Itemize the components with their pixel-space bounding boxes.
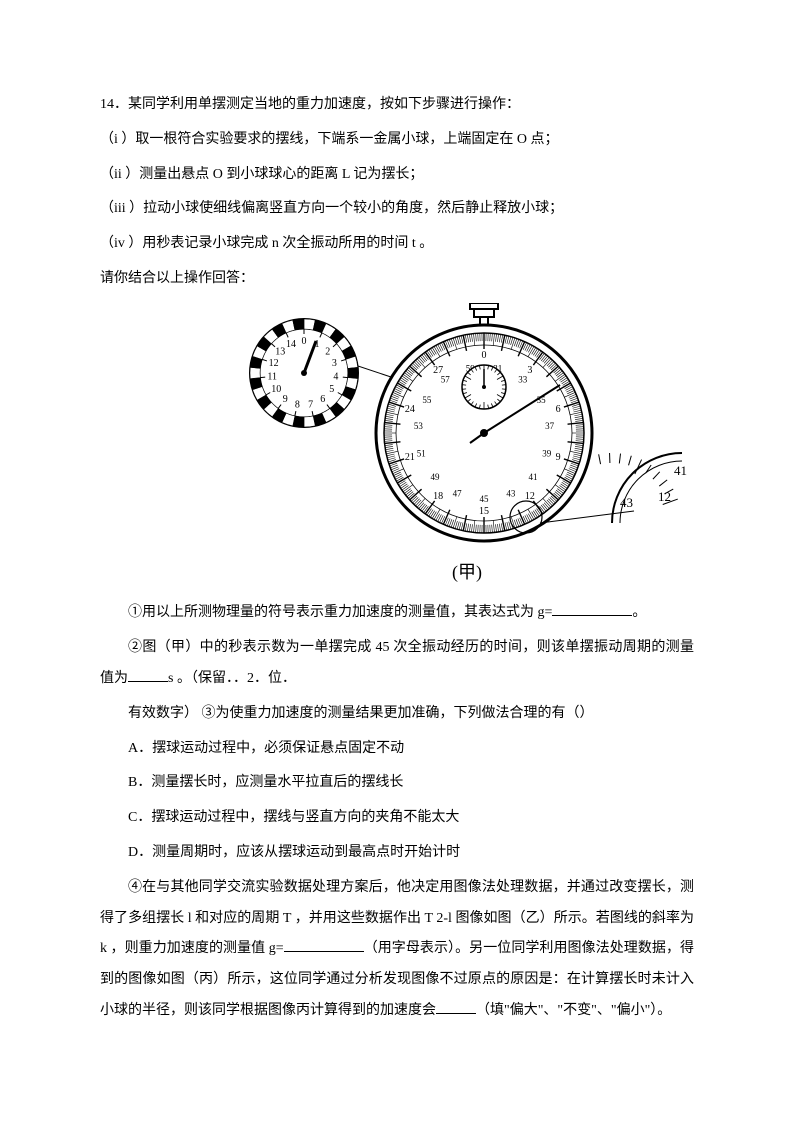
svg-text:8: 8 — [295, 399, 300, 410]
svg-text:7: 7 — [308, 399, 313, 410]
svg-text:47: 47 — [453, 488, 463, 498]
zoom-label-41: 41 — [674, 463, 687, 478]
blank-g-expression[interactable] — [552, 602, 632, 616]
svg-text:9: 9 — [283, 394, 288, 405]
question-number: 14． — [100, 97, 128, 112]
zoom-callout: 41 12 43 — [599, 453, 687, 523]
step-iii: （iii ）拉动小球使细线偏离竖直方向一个较小的角度，然后静止释放小球； — [100, 194, 694, 225]
svg-text:18: 18 — [433, 491, 443, 502]
blank-bias[interactable] — [436, 1000, 476, 1014]
svg-text:6: 6 — [556, 404, 561, 415]
zoom-label-12: 12 — [658, 489, 671, 504]
option-c: C．摆球运动过程中，摆线与竖直方向的夹角不能太大 — [100, 803, 694, 834]
sub-question-3: 有效数字） ③为使重力加速度的测量结果更加准确，下列做法合理的有（） — [100, 699, 694, 730]
step-ii: （ii ）测量出悬点 O 到小球球心的距离 L 记为摆长； — [100, 160, 694, 191]
svg-text:9: 9 — [556, 452, 561, 463]
step-i: （i ）取一根符合实验要求的摆线，下端系一金属小球，上端固定在 O 点； — [100, 125, 694, 156]
sub-question-2: ②图（甲）中的秒表示数为一单摆完成 45 次全振动经历的时间，则该单摆振动周期的… — [100, 633, 694, 695]
svg-text:45: 45 — [480, 494, 490, 504]
svg-text:6: 6 — [320, 394, 325, 405]
option-a: A．摆球运动过程中，必须保证悬点固定不动 — [100, 734, 694, 765]
svg-text:4: 4 — [333, 371, 338, 382]
svg-text:57: 57 — [441, 374, 451, 384]
question-title-text: 某同学利用单摆测定当地的重力加速度，按如下步骤进行操作： — [128, 97, 520, 112]
prompt-text: 请你结合以上操作回答： — [100, 264, 694, 295]
svg-text:39: 39 — [542, 448, 552, 458]
svg-text:3: 3 — [527, 365, 532, 376]
svg-text:0: 0 — [482, 350, 487, 361]
s1-text-a: ①用以上所测物理量的符号表示重力加速度的测量值，其表达式为 g= — [128, 605, 552, 620]
svg-text:43: 43 — [506, 488, 516, 498]
option-b: B．测量摆长时，应测量水平拉直后的摆线长 — [100, 768, 694, 799]
stopwatch-svg: 01234567891011121314 0313333563793941124… — [224, 303, 694, 553]
svg-text:41: 41 — [529, 472, 538, 482]
step-iv: （iv ）用秒表记录小球完成 n 次全振动所用的时间 t 。 — [100, 229, 694, 260]
svg-text:0: 0 — [302, 336, 307, 347]
svg-text:53: 53 — [414, 421, 424, 431]
small-dial: 01234567891011121314 — [250, 319, 358, 427]
svg-text:14: 14 — [286, 339, 296, 350]
svg-text:49: 49 — [430, 472, 440, 482]
svg-text:51: 51 — [417, 448, 426, 458]
question-title: 14．某同学利用单摆测定当地的重力加速度，按如下步骤进行操作： — [100, 90, 694, 121]
svg-text:13: 13 — [275, 346, 285, 357]
figure-stopwatch: 01234567891011121314 0313333563793941124… — [100, 303, 694, 553]
s4-text-c: （填"偏大"、"不变"、"偏小"）。 — [476, 1003, 671, 1018]
blank-period[interactable] — [128, 668, 168, 682]
svg-text:55: 55 — [422, 395, 432, 405]
s2-text-b: s 。（保留．．2．位． — [168, 671, 296, 686]
sub-question-4: ④在与其他同学交流实验数据处理方案后，他决定用图像法处理数据，并通过改变摆长，测… — [100, 873, 694, 1027]
s2-text-c: 有效数字） ③为使重力加速度的测量结果更加准确，下列做法合理的有（） — [128, 706, 594, 721]
s1-text-b: 。 — [632, 605, 646, 620]
svg-text:37: 37 — [545, 421, 555, 431]
svg-text:5: 5 — [329, 384, 334, 395]
svg-text:2: 2 — [325, 346, 330, 357]
zoom-label-43: 43 — [620, 495, 633, 510]
svg-text:12: 12 — [269, 358, 279, 369]
option-d: D．测量周期时，应该从摆球运动到最高点时开始计时 — [100, 838, 694, 869]
figure-caption: (甲) — [100, 553, 694, 593]
svg-text:24: 24 — [405, 404, 415, 415]
svg-text:33: 33 — [518, 374, 528, 384]
svg-text:11: 11 — [267, 371, 277, 382]
large-dial: 0313333563793941124315454718492151532455… — [376, 303, 634, 541]
sub-question-1: ①用以上所测物理量的符号表示重力加速度的测量值，其表达式为 g= 。 — [100, 598, 694, 629]
svg-text:10: 10 — [271, 384, 281, 395]
blank-g-slope[interactable] — [284, 938, 364, 952]
svg-text:21: 21 — [405, 452, 415, 463]
svg-text:3: 3 — [332, 358, 337, 369]
svg-text:15: 15 — [479, 506, 489, 517]
